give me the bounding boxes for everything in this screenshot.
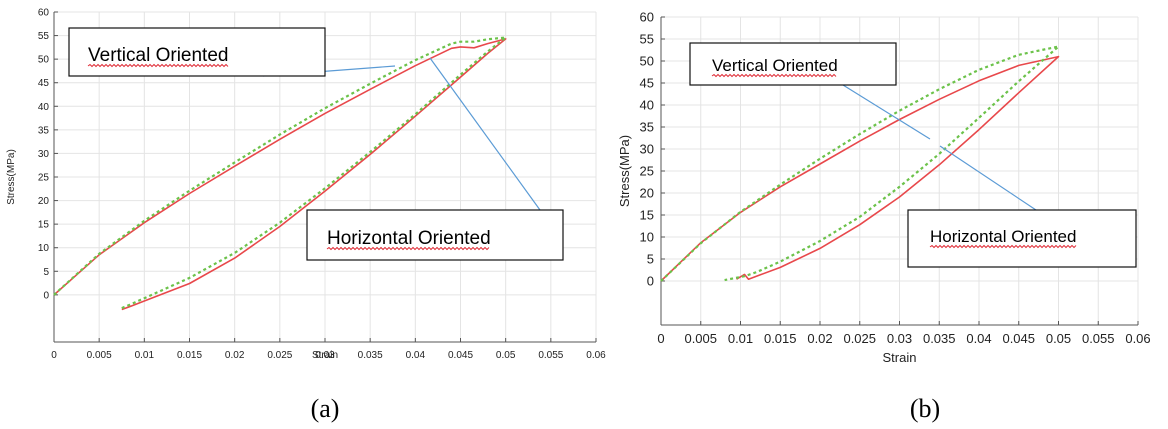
x-tick-label: 0.04	[966, 331, 991, 346]
annotation-box	[68, 27, 326, 77]
y-tick-label: 35	[38, 125, 50, 136]
annotation-box	[306, 209, 564, 261]
y-tick-label: 50	[640, 54, 654, 69]
annotation-horizontal-oriented: Horizontal Oriented	[327, 228, 491, 249]
x-tick-label: 0.06	[1125, 331, 1150, 346]
y-tick-label: 30	[640, 142, 654, 157]
y-tick-label: 5	[647, 252, 654, 267]
spellcheck-underline	[326, 246, 490, 251]
x-tick-label: 0.02	[807, 331, 832, 346]
annotation-horizontal-oriented: Horizontal Oriented	[930, 227, 1076, 246]
x-tick-label: 0.05	[1046, 331, 1071, 346]
y-tick-label: 50	[38, 55, 50, 66]
x-tick-label: 0.04	[406, 350, 426, 361]
y-tick-label: 35	[640, 120, 654, 135]
callout-line	[429, 57, 541, 211]
x-tick-label: 0.055	[1082, 331, 1115, 346]
y-tick-label: 20	[640, 186, 654, 201]
callout-line	[842, 84, 931, 140]
figure-label-a: (a)	[311, 394, 340, 423]
y-tick-label: 40	[640, 98, 654, 113]
figure-label-b: (b)	[910, 394, 940, 423]
x-tick-label: 0.045	[1002, 331, 1035, 346]
x-tick-label: 0.05	[496, 350, 516, 361]
spellcheck-underline	[87, 63, 229, 68]
x-tick-label: 0.035	[923, 331, 956, 346]
x-tick-label: 0.005	[87, 350, 112, 361]
y-tick-label: 55	[38, 31, 50, 42]
x-tick-label: 0.06	[586, 350, 606, 361]
spellcheck-underline	[929, 244, 1077, 249]
y-tick-label: 60	[640, 10, 654, 25]
x-tick-label: 0.045	[448, 350, 473, 361]
x-axis-label: Strain	[312, 350, 338, 361]
y-axis-label: Stress(MPa)	[6, 149, 17, 205]
callout-line	[939, 145, 1037, 211]
x-tick-label: 0.025	[267, 350, 292, 361]
x-tick-label: 0.035	[358, 350, 383, 361]
y-tick-label: 30	[38, 149, 50, 160]
y-tick-label: 60	[38, 8, 50, 19]
x-tick-label: 0.015	[764, 331, 797, 346]
spellcheck-underline	[711, 73, 837, 78]
chart-b: 0 0.005 0.01 0.015 0.02 0.025 0.03 0.035 0.04 0.0…	[617, 10, 1151, 365]
annotation-vertical-oriented: Vertical Oriented	[712, 56, 838, 75]
x-tick-label: 0.01	[728, 331, 753, 346]
y-tick-label: 5	[43, 267, 49, 278]
y-tick-label: 25	[38, 173, 50, 184]
x-tick-label: 0.025	[843, 331, 876, 346]
y-tick-label: 55	[640, 32, 654, 47]
y-tick-label: 0	[647, 274, 654, 289]
x-tick-label: 0.02	[225, 350, 245, 361]
y-axis-label: Stress(MPa)	[617, 135, 632, 207]
x-tick-label: 0.03	[887, 331, 912, 346]
y-tick-label: 45	[640, 76, 654, 91]
annotation-box	[907, 209, 1137, 268]
y-tick-label: 25	[640, 164, 654, 179]
x-tick-label: 0.005	[684, 331, 717, 346]
x-tick-label: 0	[657, 331, 664, 346]
x-tick-label: 0.03	[315, 350, 335, 361]
x-tick-label: 0.01	[135, 350, 155, 361]
series-line-red	[53, 38, 507, 311]
x-axis-label: Strain	[883, 350, 917, 365]
series-line-green-dashed	[660, 45, 1060, 282]
y-tick-label: 15	[640, 208, 654, 223]
y-tick-label: 40	[38, 102, 50, 113]
x-tick-label: 0.055	[538, 350, 563, 361]
y-tick-label: 10	[38, 243, 50, 254]
x-tick-label: 0.015	[177, 350, 202, 361]
x-tick-label: 0	[51, 350, 57, 361]
series-line-red	[660, 55, 1060, 282]
y-tick-label: 10	[640, 230, 654, 245]
y-tick-label: 45	[38, 78, 50, 89]
annotation-box	[689, 42, 897, 86]
y-tick-label: 0	[43, 290, 49, 301]
chart-a: 0 0.005 0.01 0.015 0.02 0.025 0.03 0.035 0.04 0.0…	[6, 8, 606, 362]
y-tick-label: 20	[38, 196, 50, 207]
series-line-green-dashed	[53, 36, 507, 310]
annotation-vertical-oriented: Vertical Oriented	[88, 45, 228, 66]
y-tick-label: 15	[38, 220, 50, 231]
